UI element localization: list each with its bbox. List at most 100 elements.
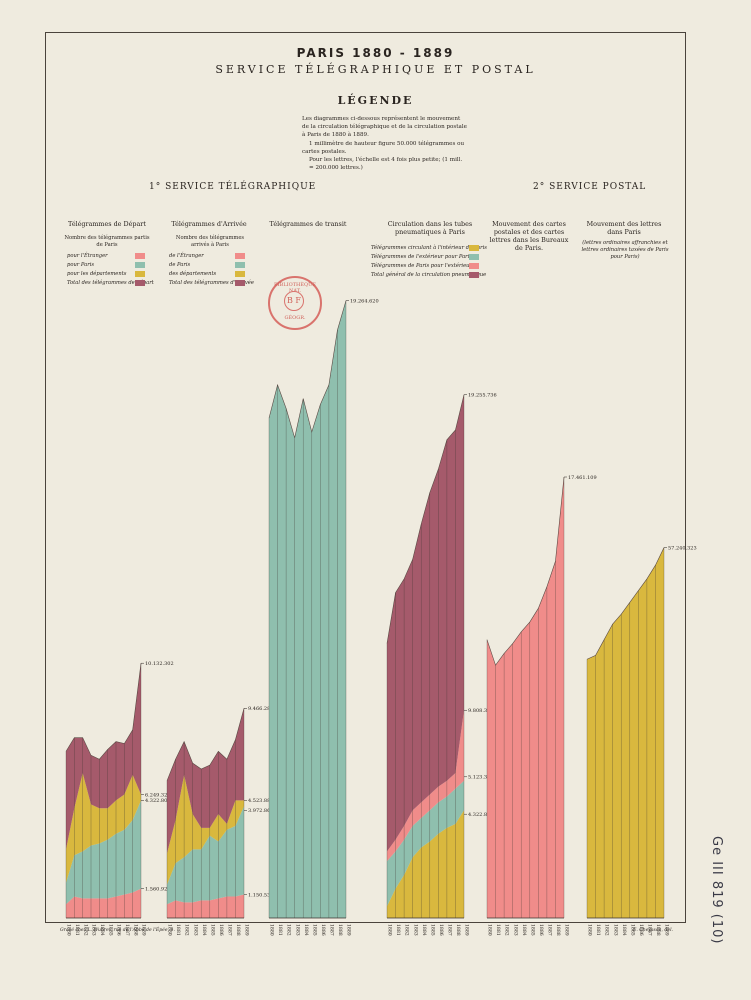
x-tick-label: 1885: [529, 924, 535, 936]
x-tick-label: 1885: [429, 924, 435, 936]
legend-swatch: [469, 245, 479, 251]
x-tick-label: 1882: [604, 924, 610, 936]
x-tick-label: 1884: [99, 924, 105, 936]
chart-title-cartes: Mouvement des cartes postales et des car…: [489, 220, 569, 252]
engraver-credit: Gravé chez L. Wuhrer, rue de l'Abbé de l…: [60, 928, 175, 933]
legend-item: Télégrammes de Paris pour l'extérieur: [371, 263, 472, 269]
area-outline-tubes: [386, 394, 465, 644]
data-label: 10.132.302: [145, 661, 174, 667]
x-tick-label: 1881: [495, 924, 501, 936]
area-outline-lettres: [586, 547, 665, 660]
chart-title-lettres: Mouvement des lettres dans Paris: [586, 220, 662, 236]
legend-swatch: [135, 253, 145, 259]
legend-swatch: [235, 253, 245, 259]
legend-line: à Paris de 1880 à 1889.: [302, 132, 369, 138]
area-series-tubes-2: [387, 710, 464, 862]
area-outline-transit: [268, 300, 347, 438]
x-tick-label: 1880: [587, 924, 593, 936]
stamp-bottom-text: GÉOGR.: [284, 315, 306, 321]
shelfmark: Ge III 819 (10): [709, 836, 724, 945]
x-tick-label: 1884: [303, 924, 309, 936]
legend-item: des départements: [169, 271, 217, 277]
page-title: PARIS 1880 - 1889: [296, 46, 455, 60]
data-label: 17.461.109: [568, 475, 597, 481]
x-tick-label: 1888: [132, 924, 138, 936]
section-title-telegraph: 1° SERVICE TÉLÉGRAPHIQUE: [149, 182, 317, 192]
x-tick-label: 1889: [464, 924, 470, 936]
border-frame: [45, 32, 686, 923]
x-tick-label: 1882: [286, 924, 292, 936]
x-tick-label: 1881: [595, 924, 601, 936]
x-tick-label: 1883: [612, 924, 618, 936]
chart-subtitle-lettres: (lettres ordinaires affranchies et lettr…: [581, 240, 669, 260]
x-tick-label: 1882: [404, 924, 410, 936]
stamp-monogram: B F: [284, 291, 304, 311]
x-tick-label: 1882: [184, 924, 190, 936]
legend-item: Total général de la circulation pneumati…: [371, 272, 487, 278]
legend-line: 1 millimètre de hauteur figure 50.000 té…: [309, 141, 465, 147]
area-series-depart-2: [66, 772, 141, 883]
x-tick-label: 1888: [555, 924, 561, 936]
x-tick-label: 1881: [74, 924, 80, 936]
library-stamp: BIBLIOTHÈQUE NAT. B F GÉOGR.: [268, 276, 322, 330]
chart-title-arrivee: Télégrammes d'Arrivée: [171, 220, 247, 228]
x-tick-label: 1888: [235, 924, 241, 936]
legend-item: pour Paris: [67, 262, 95, 268]
x-tick-label: 1887: [546, 924, 552, 936]
area-series-depart-0: [66, 888, 141, 918]
area-series-depart-1: [66, 800, 141, 905]
x-tick-label: 1880: [269, 924, 275, 936]
x-tick-label: 1886: [320, 924, 326, 936]
area-outline-cartes: [486, 476, 565, 666]
x-tick-label: 1885: [311, 924, 317, 936]
legend-swatch: [469, 272, 479, 278]
x-tick-label: 1887: [446, 924, 452, 936]
data-label: 19.264.620: [350, 298, 379, 304]
x-tick-label: 1882: [82, 924, 88, 936]
area-series-depart-3: [66, 663, 141, 850]
legend-swatch: [135, 280, 145, 286]
area-series-tubes-0: [387, 810, 464, 918]
legend-swatch: [469, 254, 479, 260]
x-tick-label: 1889: [244, 924, 250, 936]
area-series-transit-0: [269, 300, 346, 919]
chart-title-transit: Télégrammes de transit: [269, 220, 347, 228]
area-series-arrivee-1: [167, 806, 244, 905]
x-tick-label: 1884: [621, 924, 627, 936]
x-tick-label: 1881: [395, 924, 401, 936]
legend-item: pour l'Étranger: [67, 253, 108, 259]
data-label: 6.249.324: [145, 792, 170, 798]
data-label: 9.808.347: [468, 708, 493, 714]
x-tick-label: 1883: [192, 924, 198, 936]
x-tick-label: 1883: [294, 924, 300, 936]
legend-item: Télégrammes circulant à l'intérieur de P…: [371, 245, 487, 251]
area-series-cartes-0: [487, 477, 564, 918]
x-tick-label: 1882: [504, 924, 510, 936]
x-tick-label: 1881: [277, 924, 283, 936]
area-outline-depart: [65, 663, 142, 760]
x-tick-label: 1880: [66, 924, 72, 936]
x-tick-label: 1886: [218, 924, 224, 936]
x-tick-label: 1886: [438, 924, 444, 936]
area-series-arrivee-2: [167, 774, 244, 885]
x-tick-label: 1885: [209, 924, 215, 936]
legend-swatch: [235, 280, 245, 286]
legend-swatch: [235, 262, 245, 268]
legend-item: Total des télégrammes de départ: [67, 280, 154, 286]
data-label: 57.240.323: [668, 545, 697, 551]
x-tick-label: 1889: [346, 924, 352, 936]
x-tick-label: 1887: [226, 924, 232, 936]
x-tick-label: 1884: [421, 924, 427, 936]
x-tick-label: 1888: [655, 924, 661, 936]
chart-title-tubes: Circulation dans les tubes pneumatiques …: [387, 220, 473, 236]
chart-title-depart: Télégrammes de Départ: [68, 220, 146, 228]
data-label: 1.150.539: [248, 892, 273, 898]
legend-line: Les diagrammes ci-dessous représentent l…: [302, 116, 461, 122]
legend-item: Télégrammes de l'extérieur pour Paris: [371, 254, 472, 260]
x-tick-label: 1884: [201, 924, 207, 936]
chart-subtitle-depart: Nombre des télégrammes partis de Paris: [64, 235, 150, 248]
legend-swatch: [135, 262, 145, 268]
area-outline-arrivee: [166, 708, 245, 781]
